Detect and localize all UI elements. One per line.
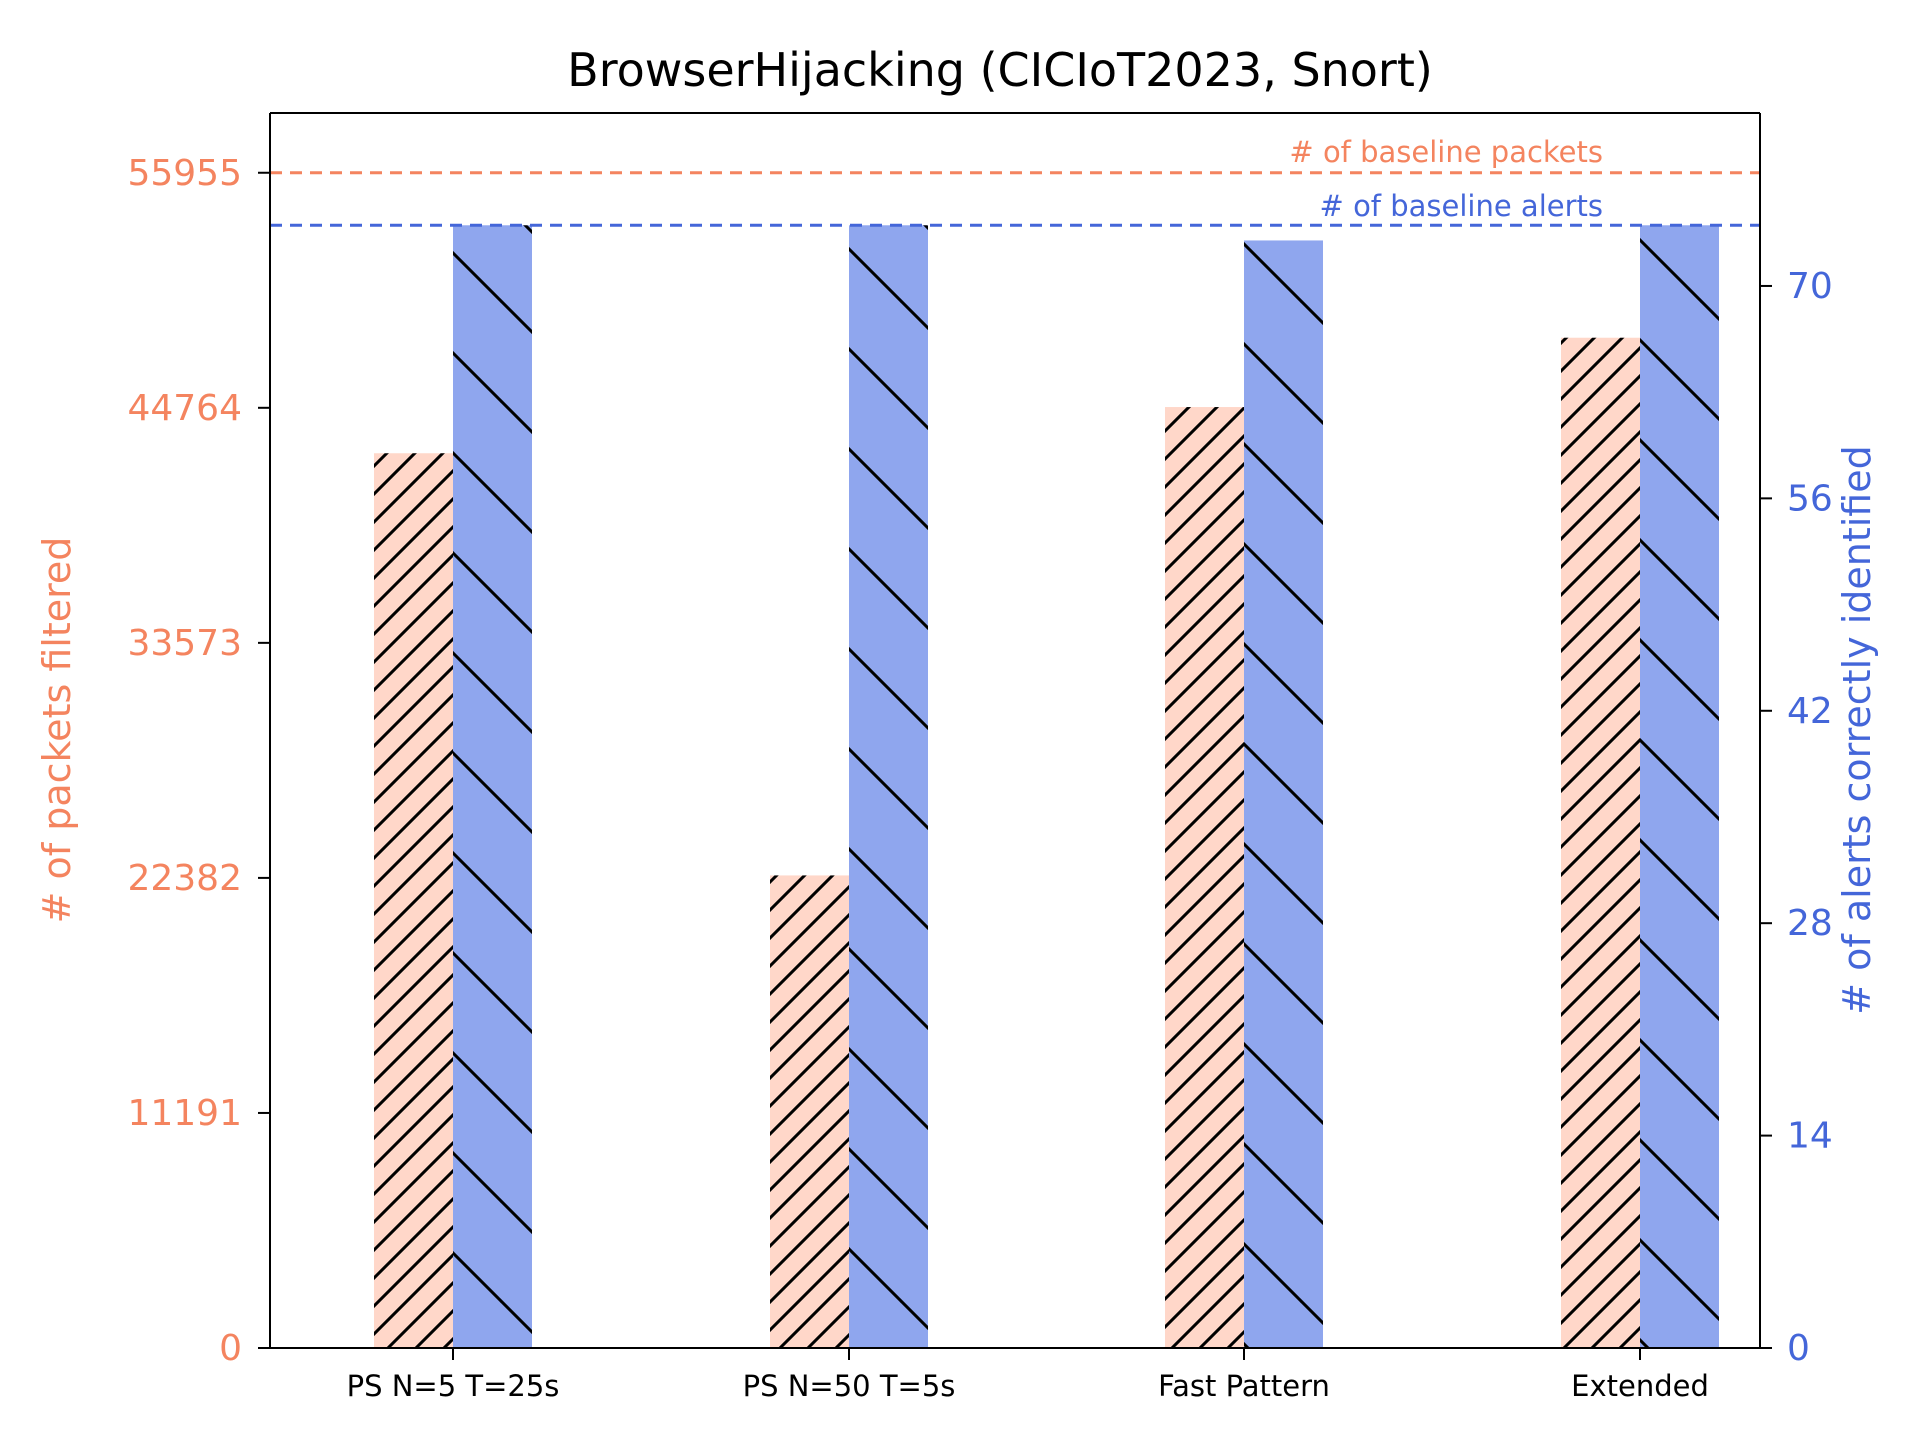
bar-hatch-packets-0	[374, 453, 453, 1348]
left-tick-label-1: 11191	[127, 1093, 242, 1134]
bar-hatch-alerts-1	[849, 225, 928, 1349]
right-tick-label-1: 14	[1787, 1116, 1833, 1157]
x-tick-label-0: PS N=5 T=25s	[347, 1369, 560, 1403]
bar-hatch-packets-3	[1561, 337, 1640, 1348]
right-tick-label-4: 56	[1787, 478, 1833, 519]
baseline-packets-label: # of baseline packets	[1289, 135, 1603, 169]
left-tick-label-0: 0	[219, 1328, 242, 1369]
bar-hatch-packets-1	[770, 875, 849, 1348]
right-axis-label: # of alerts correctly identified	[1835, 445, 1879, 1014]
bar-hatch-alerts-3	[1640, 225, 1719, 1349]
left-tick-label-2: 22382	[127, 858, 242, 899]
x-tick-label-2: Fast Pattern	[1158, 1369, 1330, 1403]
baseline-alerts-label: # of baseline alerts	[1320, 189, 1603, 223]
bar-hatch-packets-2	[1165, 407, 1244, 1348]
right-tick-label-3: 42	[1787, 691, 1833, 732]
x-tick-label-1: PS N=50 T=5s	[743, 1369, 956, 1403]
right-tick-label-5: 70	[1787, 266, 1833, 307]
bar-hatch-alerts-0	[453, 225, 532, 1349]
left-tick-label-4: 44764	[127, 388, 242, 429]
right-tick-label-2: 28	[1787, 903, 1833, 944]
chart-title: BrowserHijacking (CICIoT2023, Snort)	[567, 43, 1433, 97]
x-tick-label-3: Extended	[1571, 1369, 1709, 1403]
left-tick-label-3: 33573	[127, 623, 242, 664]
bar-hatch-alerts-2	[1244, 240, 1323, 1349]
left-axis-label: # of packets filtered	[35, 537, 79, 924]
right-tick-label-0: 0	[1787, 1328, 1810, 1369]
plot-area: 0 11191 22382 33573 44764 55955 0 14 28 42 56 70 PS …	[127, 153, 1832, 1403]
left-tick-label-5: 55955	[127, 153, 242, 194]
